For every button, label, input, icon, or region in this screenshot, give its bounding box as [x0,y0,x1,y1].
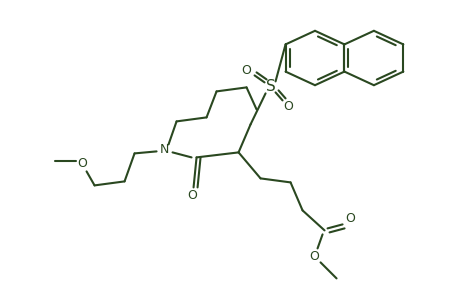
Text: O: O [187,189,197,202]
Text: N: N [160,143,169,156]
Text: O: O [309,250,319,263]
Text: O: O [241,64,251,77]
Text: O: O [77,157,87,170]
Text: S: S [265,79,275,94]
Text: O: O [283,100,293,113]
Text: O: O [345,212,355,225]
